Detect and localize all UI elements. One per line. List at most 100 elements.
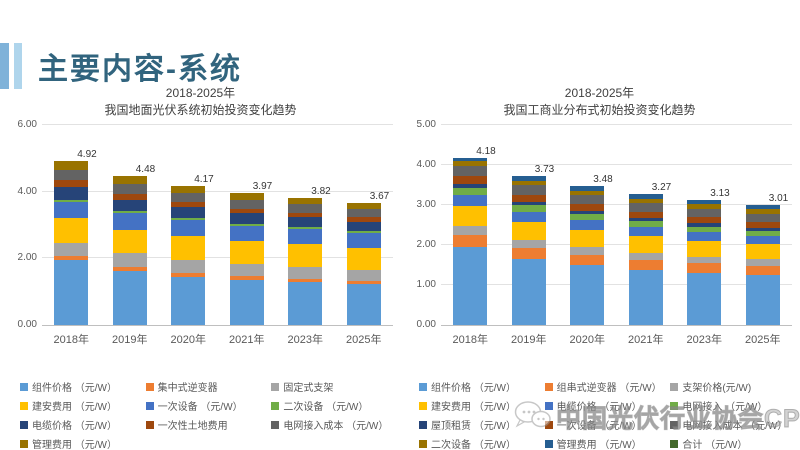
bar-segment: [112, 230, 147, 254]
gridline: [441, 284, 792, 285]
bar-segment: [54, 170, 89, 181]
bar-segment: [54, 243, 89, 256]
legend-item: 屋顶租赁 （元/W）: [419, 417, 541, 432]
legend-label: 组件价格 （元/W）: [32, 383, 117, 394]
bar-segment: [229, 223, 264, 226]
chart-body: 0.00 2.00 4.00 6.00 4.92 4.48 4.17 3.97 3.82 3.6…: [8, 119, 394, 347]
bar-segment: [112, 184, 147, 195]
y-tick-label: 2.00: [416, 239, 436, 250]
bar-segment: [628, 194, 663, 199]
bar-segment: [628, 218, 663, 222]
legend-item: 二次设备 （元/W）: [419, 436, 541, 450]
bar-segment: [453, 195, 488, 207]
bar-segment: [570, 195, 605, 205]
bar-segment: [288, 197, 323, 205]
bar-segment: [745, 209, 780, 215]
bar-segment: [570, 204, 605, 212]
bar-segment: [570, 265, 605, 325]
legend-item: 电网接入 （元/W）: [670, 398, 792, 413]
bar-segment: [511, 194, 546, 202]
bar-segment: [54, 218, 89, 244]
legend-item: 组件价格 （元/W）: [419, 379, 541, 394]
legend-label: 建安费用 （元/W）: [431, 402, 516, 413]
bar-segment: [171, 193, 206, 203]
bar-segment: [687, 263, 722, 273]
bar-segment: [745, 222, 780, 229]
bar-segment: [745, 259, 780, 266]
chart-title: 2018-2025年 我国工商业分布式初始投资变化趋势: [407, 85, 792, 119]
y-tick-label: 0.00: [416, 319, 436, 330]
bar-segment: [511, 247, 546, 259]
bar-segment: [54, 260, 89, 325]
stacked-bar: [288, 197, 323, 325]
bar-segment: [54, 187, 89, 200]
bar-segment: [112, 194, 147, 200]
bar-segment: [288, 244, 323, 268]
legend-label: 管理费用 （元/W）: [32, 440, 117, 450]
legend-label: 支架价格(元/W): [682, 383, 752, 394]
bar-segment: [229, 276, 264, 280]
bar-segment: [288, 217, 323, 228]
x-tick-label: 2020年: [569, 334, 605, 346]
bar-segment: [288, 278, 323, 283]
bar-segment: [453, 175, 488, 184]
stacked-bar: [453, 157, 488, 325]
bar-segment: [570, 254, 605, 265]
legend-swatch: [544, 439, 553, 448]
legend-swatch: [271, 420, 280, 429]
bar-segment: [511, 180, 546, 186]
legend-item: 支架价格(元/W): [670, 379, 792, 394]
bar-segment: [511, 175, 546, 181]
bar-segment: [745, 265, 780, 275]
total-label: 4.17: [194, 174, 214, 185]
legend-swatch: [145, 382, 154, 391]
bar-segment: [628, 269, 663, 325]
x-tick-label: 2019年: [511, 334, 547, 346]
bar-segment: [54, 256, 89, 260]
x-axis: 2018年 2019年 2020年 2021年 2023年 2025年: [42, 331, 393, 347]
bar-segment: [288, 227, 323, 230]
gridline: [441, 164, 792, 165]
y-tick-label: 3.00: [416, 199, 436, 210]
bar-segment: [112, 266, 147, 271]
page-title: 主要内容-系统: [38, 53, 242, 86]
bar-segment: [628, 252, 663, 260]
total-label: 4.18: [476, 145, 496, 157]
x-axis: 2018年 2019年 2020年 2021年 2023年 2025年: [441, 331, 792, 347]
bar-segment: [628, 203, 663, 212]
total-label: 3.67: [369, 190, 390, 202]
chart-body: 0.00 1.00 2.00 3.00 4.00 5.00 4.18 3.73 3.48 3.2…: [407, 119, 792, 347]
chart-title: 2018-2025年 我国地面光伏系统初始投资变化趋势: [8, 85, 393, 119]
stacked-bar: [229, 192, 264, 325]
bar-segment: [745, 235, 780, 245]
bar-segment: [745, 275, 780, 325]
bar-segment: [687, 204, 722, 210]
bar-segment: [628, 227, 663, 237]
legend: 组件价格 （元/W） 组串式逆变器 （元/W） 支架价格(元/W) 建安费用 （元/W…: [419, 379, 792, 450]
legend-swatch: [20, 382, 28, 391]
stacked-bar: [687, 199, 722, 325]
bar-segment: [453, 161, 488, 166]
bar-segment: [453, 157, 488, 162]
chart-ground-pv-investment: 2018-2025年 我国地面光伏系统初始投资变化趋势 0.00 2.00 4.00…: [8, 85, 393, 450]
y-tick-label: 5.00: [416, 119, 436, 130]
stacked-bar: [171, 186, 206, 325]
bar-segment: [171, 276, 206, 325]
total-label: 3.13: [710, 187, 730, 199]
bar-segment: [346, 269, 381, 282]
bar-segment: [511, 205, 546, 212]
total-label: 3.97: [252, 180, 273, 192]
bar-segment: [112, 199, 147, 212]
bar-slot: 3.67: [335, 125, 394, 325]
legend-label: 电网接入 （元/W）: [682, 402, 768, 413]
bar-segment: [511, 211, 546, 222]
stacked-bar: [628, 194, 663, 325]
x-tick-label: 2018年: [452, 334, 488, 346]
bar-segment: [628, 236, 663, 253]
bar-segment: [112, 253, 147, 267]
legend-item: 合计 （元/W）: [670, 436, 792, 450]
bar-segment: [745, 214, 780, 223]
bar-segment: [346, 221, 381, 232]
total-label: 3.48: [593, 173, 613, 185]
